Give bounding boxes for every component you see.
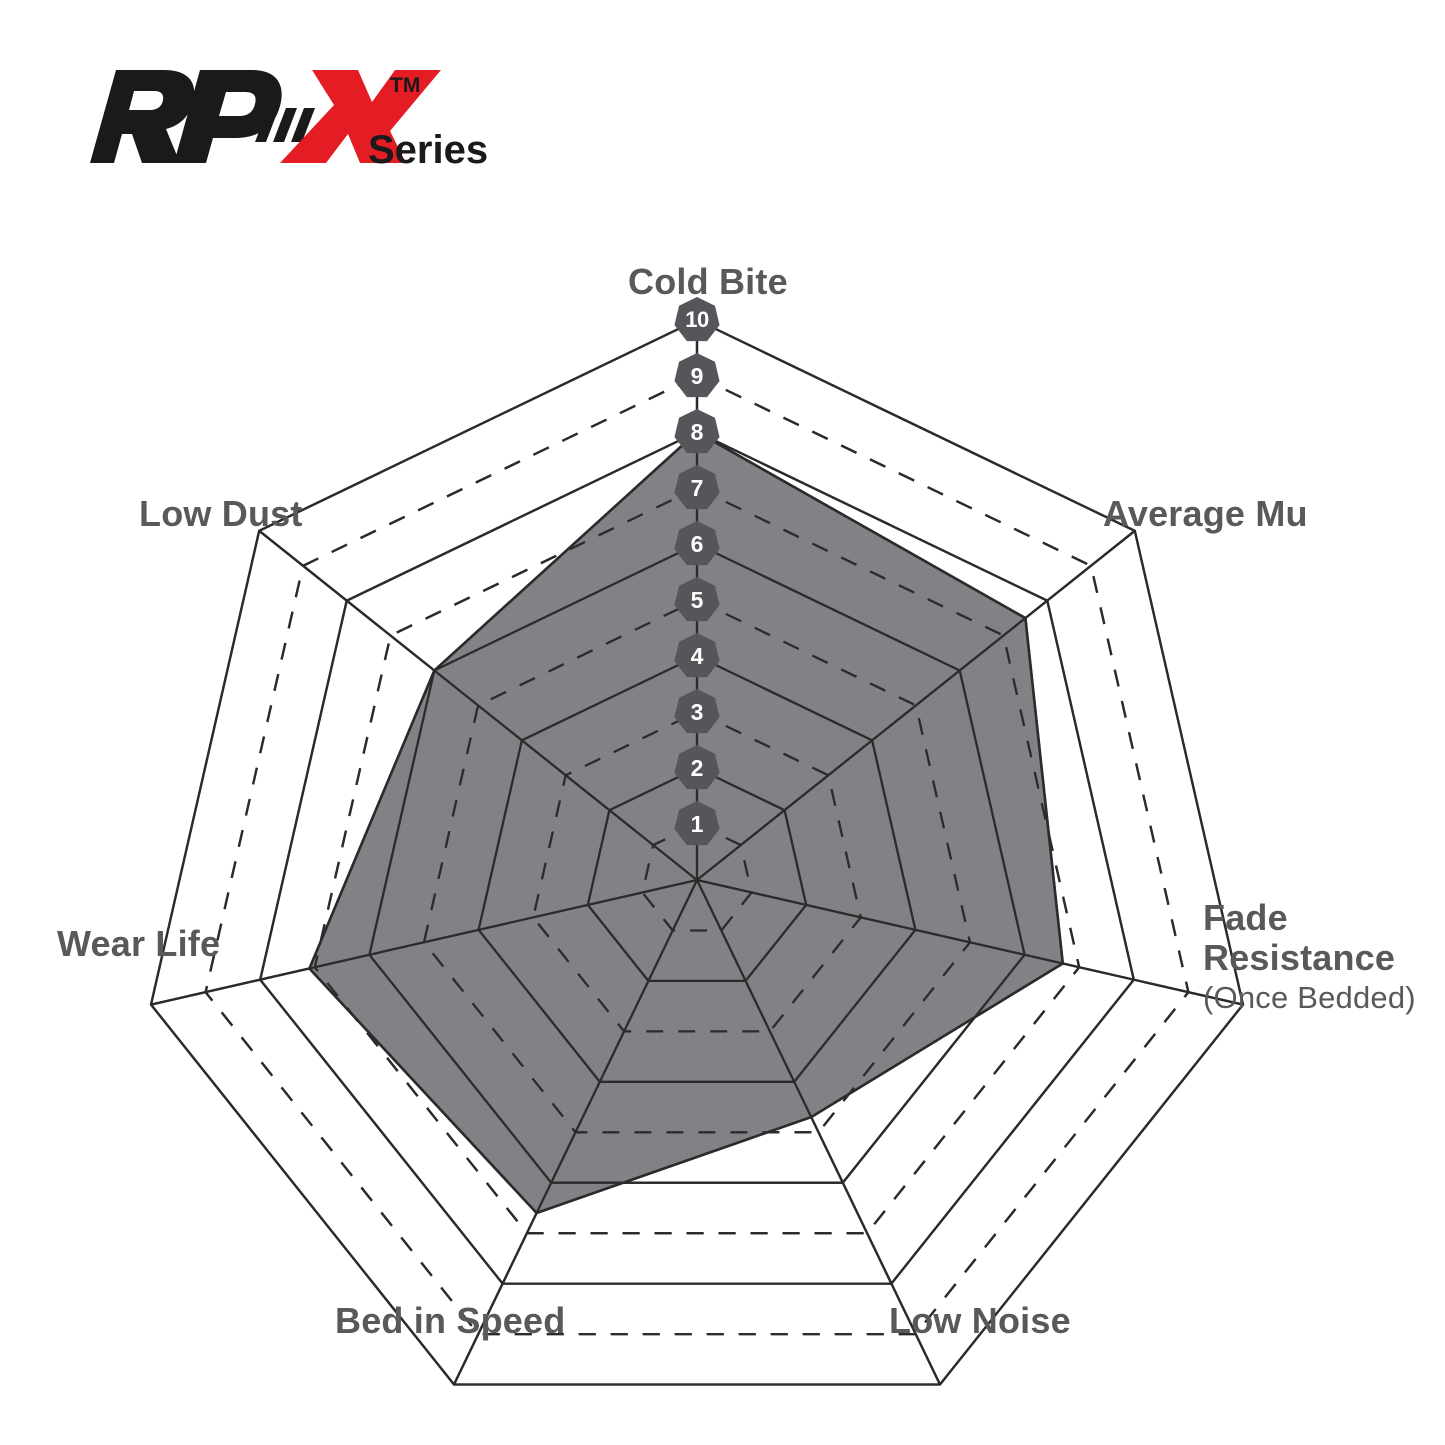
grid-ring-6	[368, 542, 1026, 1184]
logo-letter-r	[90, 70, 195, 163]
grid-ring-10	[149, 318, 1245, 1386]
scale-badge-number: 8	[690, 418, 704, 445]
scale-badge-number: 7	[690, 474, 704, 501]
scale-badge-number: 5	[690, 586, 704, 613]
grid-rings-dashed-overlay	[204, 374, 1190, 1336]
grid-ring-2	[586, 766, 808, 983]
scale-badge-4: 4	[674, 633, 720, 679]
logo-slash-1	[255, 108, 279, 142]
scale-badge-number: 2	[690, 754, 704, 781]
fade-line-1: Fade	[1203, 897, 1288, 938]
axis-label-low-dust: Low Dust	[139, 493, 303, 534]
axis-label-bed-in-speed: Bed in Speed	[335, 1300, 566, 1341]
grid-ring-3	[531, 710, 863, 1033]
logo-letter-p	[174, 70, 282, 163]
grid-spoke-1	[696, 529, 1136, 881]
scale-badge-number: 3	[690, 698, 704, 725]
grid-spoke-5	[150, 878, 698, 1006]
axis-label-fade-resistance: Fade Resistance (Once Bedded)	[1203, 897, 1416, 1015]
scale-badge-5: 5	[674, 577, 720, 623]
scale-badge-number: 1	[690, 810, 704, 837]
grid-spoke-3	[695, 879, 942, 1385]
axis-label-cold-bite: Cold Bite	[628, 261, 788, 302]
logo-artwork: TM Series	[90, 70, 488, 172]
scale-badge-shape	[674, 521, 720, 566]
axis-label-wear-life: Wear Life	[57, 923, 221, 964]
scale-badge-1: 1	[674, 801, 720, 847]
grid-ring-1	[641, 822, 753, 932]
scale-badge-number: 6	[690, 530, 704, 557]
grid-ring-8	[258, 430, 1136, 1285]
scale-badge-shape	[674, 801, 720, 846]
scale-badge-shape	[674, 465, 720, 510]
scale-badge-shape	[674, 577, 720, 622]
logo-slash-3	[291, 108, 315, 142]
grid-spoke-6	[258, 529, 698, 881]
logo-trademark-symbol: TM	[390, 74, 420, 97]
axis-label-low-noise: Low Noise	[889, 1300, 1071, 1341]
rpx-series-logo: TM Series	[72, 58, 502, 178]
scale-badge-shape	[674, 353, 720, 398]
scale-badge-6: 6	[674, 521, 720, 567]
scale-badge-shape	[674, 745, 720, 790]
scale-badge-number: 9	[690, 362, 704, 389]
data-series-outline	[307, 430, 1065, 1215]
scale-badge-shape	[674, 409, 720, 454]
scale-badge-number: 4	[690, 642, 704, 669]
grid-ring-5	[422, 598, 972, 1134]
scale-badge-shape	[674, 297, 720, 342]
scale-badge-number: 10	[685, 307, 709, 332]
scale-badge-3: 3	[674, 689, 720, 735]
grid-ring-7	[313, 486, 1081, 1235]
scale-badge-2: 2	[674, 745, 720, 791]
grid-ring-4	[477, 654, 917, 1083]
scale-badge-8: 8	[674, 409, 720, 455]
scale-badge-9: 9	[674, 353, 720, 399]
fade-sublabel: (Once Bedded)	[1203, 979, 1416, 1015]
grid-rings-solid-overlay	[149, 318, 1245, 1386]
fade-line-2: Resistance	[1203, 937, 1396, 979]
logo-series-word: Series	[368, 128, 488, 172]
logo-letter-x	[280, 70, 441, 163]
logo-slash-2	[273, 108, 297, 142]
scale-badge-shape	[674, 689, 720, 734]
scale-badge-7: 7	[674, 465, 720, 511]
scale-badge-10: 10	[674, 297, 720, 343]
scale-badge-shape	[674, 633, 720, 678]
axis-label-average-mu: Average Mu	[1103, 493, 1308, 534]
